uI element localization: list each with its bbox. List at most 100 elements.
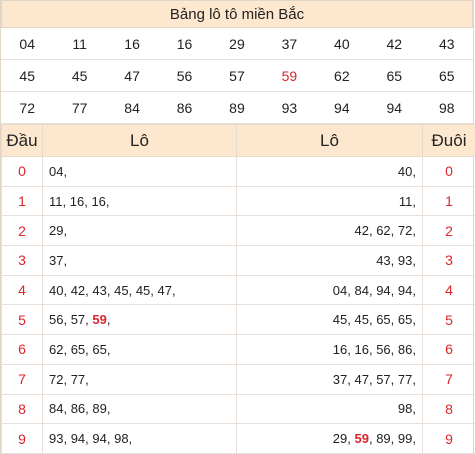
lo-right-cell: 29, 59, 89, 99,: [237, 424, 423, 454]
number-cell: 40: [316, 28, 368, 60]
number-cell: 04: [1, 28, 53, 60]
lo-right-cell: 11,: [237, 186, 423, 216]
lo-number: 72: [398, 223, 412, 238]
lo-number: 04: [49, 164, 63, 179]
lo-number: 16: [333, 342, 347, 357]
duoi-cell: 2: [423, 216, 475, 246]
lo-number: 40: [398, 164, 412, 179]
number-cell: 89: [211, 92, 263, 124]
number-cell: 47: [106, 60, 158, 92]
lo-number: 59: [92, 312, 106, 327]
lo-number: 37: [333, 372, 347, 387]
duoi-cell: 8: [423, 394, 475, 424]
duoi-cell: 3: [423, 246, 475, 276]
duoi-cell: 9: [423, 424, 475, 454]
number-cell: 62: [316, 60, 368, 92]
dau-cell: 0: [2, 157, 43, 187]
lo-number: 77: [71, 372, 85, 387]
lo-left-cell: 84, 86, 89,: [43, 394, 237, 424]
lo-number: 45: [114, 283, 128, 298]
lo-number: 37: [49, 253, 63, 268]
lo-number: 47: [355, 372, 369, 387]
number-cell: 29: [211, 28, 263, 60]
number-cell: 45: [53, 60, 105, 92]
dau-cell: 6: [2, 335, 43, 365]
dau-cell: 2: [2, 216, 43, 246]
number-cell: 72: [1, 92, 53, 124]
number-cell: 43: [421, 28, 474, 60]
lo-number: 65: [92, 342, 106, 357]
number-cell: 84: [106, 92, 158, 124]
lo-number: 94: [398, 283, 412, 298]
lo-number: 43: [376, 253, 390, 268]
number-cell: 93: [263, 92, 315, 124]
lo-right-cell: 42, 62, 72,: [237, 216, 423, 246]
number-cell: 37: [263, 28, 315, 60]
lo-number: 93: [398, 253, 412, 268]
dau-cell: 8: [2, 394, 43, 424]
lo-number: 11: [49, 194, 63, 209]
lo-number: 62: [376, 223, 390, 238]
lo-number: 47: [158, 283, 172, 298]
duoi-cell: 7: [423, 364, 475, 394]
lo-number: 62: [49, 342, 63, 357]
lo-number: 57: [376, 372, 390, 387]
lo-number: 72: [49, 372, 63, 387]
lo-number: 65: [71, 342, 85, 357]
dau-cell: 9: [2, 424, 43, 454]
lo-number: 11: [399, 194, 413, 209]
duoi-cell: 1: [423, 186, 475, 216]
lo-right-cell: 98,: [237, 394, 423, 424]
lo-left-cell: 29,: [43, 216, 237, 246]
number-cell: 98: [421, 92, 474, 124]
number-cell: 65: [368, 60, 420, 92]
lo-left-cell: 72, 77,: [43, 364, 237, 394]
lo-number: 56: [49, 312, 63, 327]
lo-number: 04: [333, 283, 347, 298]
lo-number: 86: [71, 401, 85, 416]
duoi-cell: 0: [423, 157, 475, 187]
header-duoi: Đuôi: [423, 125, 475, 157]
lo-number: 94: [376, 283, 390, 298]
lo-number: 16: [355, 342, 369, 357]
number-cell: 45: [1, 60, 53, 92]
lo-number: 42: [355, 223, 369, 238]
lo-number: 29: [49, 223, 63, 238]
lo-number: 45: [333, 312, 347, 327]
lo-number: 43: [92, 283, 106, 298]
lo-left-cell: 40, 42, 43, 45, 45, 47,: [43, 275, 237, 305]
dau-cell: 3: [2, 246, 43, 276]
lo-right-cell: 16, 16, 56, 86,: [237, 335, 423, 365]
dau-cell: 7: [2, 364, 43, 394]
header-lo-right: Lô: [237, 125, 423, 157]
lo-number: 89: [92, 401, 106, 416]
number-cell: 65: [421, 60, 474, 92]
lo-number: 45: [136, 283, 150, 298]
lo-number: 42: [71, 283, 85, 298]
number-cell: 94: [368, 92, 420, 124]
lo-number: 65: [376, 312, 390, 327]
lo-number: 65: [398, 312, 412, 327]
header-lo-left: Lô: [43, 125, 237, 157]
lo-left-cell: 11, 16, 16,: [43, 186, 237, 216]
lo-left-cell: 93, 94, 94, 98,: [43, 424, 237, 454]
lo-right-cell: 37, 47, 57, 77,: [237, 364, 423, 394]
number-cell: 16: [158, 28, 210, 60]
lo-number: 40: [49, 283, 63, 298]
lo-number: 98: [398, 401, 412, 416]
dau-cell: 5: [2, 305, 43, 335]
lo-left-cell: 37,: [43, 246, 237, 276]
number-cell: 42: [368, 28, 420, 60]
lo-number: 57: [71, 312, 85, 327]
lo-right-cell: 40,: [237, 157, 423, 187]
lo-number: 86: [398, 342, 412, 357]
